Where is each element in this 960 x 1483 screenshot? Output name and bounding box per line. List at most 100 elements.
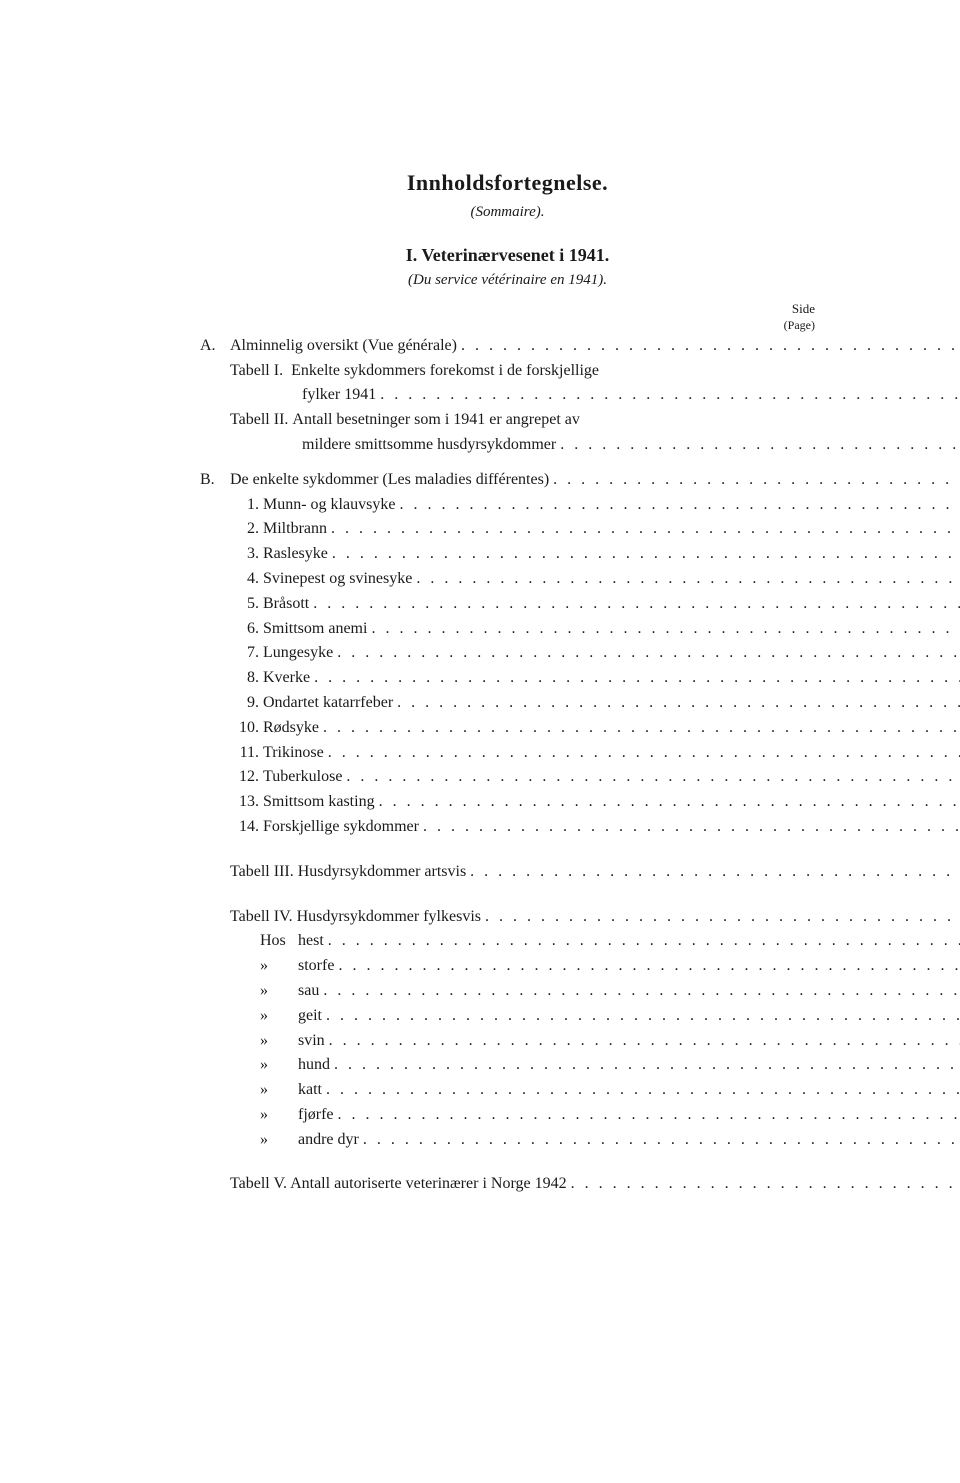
toc-item: 14.Forskjellige sykdommer. . . . . . . .… [230, 815, 960, 840]
toc-subitem: »andre dyr. . . . . . . . . . . . . . . … [230, 1128, 960, 1153]
dots: . . . . . . . . . . . . . . . . . . . . … [376, 383, 960, 408]
toc-item-num: 5. [235, 592, 263, 617]
toc-subitem: Hoshest. . . . . . . . . . . . . . . . .… [230, 929, 960, 954]
toc-item-label: Miltbrann [263, 517, 327, 542]
toc-item: 2.Miltbrann. . . . . . . . . . . . . . .… [230, 517, 960, 542]
toc-item-num: 7. [235, 641, 263, 666]
toc-subitem-label: sau [298, 979, 319, 1004]
toc-item: 3.Raslesyke. . . . . . . . . . . . . . .… [230, 542, 960, 567]
tabell-3: Tabell III. Husdyrsykdommer artsvis [230, 860, 466, 885]
toc-item-num: 10. [235, 716, 263, 741]
toc-item-label: Forskjellige sykdommer [263, 815, 419, 840]
toc-item-num: 8. [235, 666, 263, 691]
dots: . . . . . . . . . . . . . . . . . . . . … [325, 1029, 960, 1054]
toc-subitem-label: svin [298, 1029, 325, 1054]
dots: . . . . . . . . . . . . . . . . . . . . … [567, 1172, 960, 1197]
toc-item: 13.Smittsom kasting. . . . . . . . . . .… [230, 790, 960, 815]
toc-item: 4.Svinepest og svinesyke. . . . . . . . … [230, 567, 960, 592]
toc-subitem-prefix: » [260, 979, 298, 1004]
toc-item-label: Smittsom kasting [263, 790, 375, 815]
toc-item: 10.Rødsyke. . . . . . . . . . . . . . . … [230, 716, 960, 741]
dots: . . . . . . . . . . . . . . . . . . . . … [359, 1128, 960, 1153]
toc-item-label: Kverke [263, 666, 310, 691]
toc-subitem: »katt. . . . . . . . . . . . . . . . . .… [230, 1078, 960, 1103]
toc-subitem: »geit. . . . . . . . . . . . . . . . . .… [230, 1004, 960, 1029]
toc-item: 12.Tuberkulose. . . . . . . . . . . . . … [230, 765, 960, 790]
toc-item-num: 3. [235, 542, 263, 567]
page-label: (Page) [200, 319, 815, 332]
dots: . . . . . . . . . . . . . . . . . . . . … [395, 493, 960, 518]
toc-item-label: Tuberkulose [263, 765, 342, 790]
toc-item-num: 11. [235, 741, 263, 766]
toc-subitem-label: geit [298, 1004, 322, 1029]
dots: . . . . . . . . . . . . . . . . . . . . … [324, 929, 960, 954]
dots: . . . . . . . . . . . . . . . . . . . . … [330, 1053, 960, 1078]
toc-item-num: 14. [235, 815, 263, 840]
toc-item-label: Bråsott [263, 592, 309, 617]
toc-subitem: »storfe. . . . . . . . . . . . . . . . .… [230, 954, 960, 979]
toc-item-label: Rødsyke [263, 716, 319, 741]
toc-item: 6.Smittsom anemi. . . . . . . . . . . . … [230, 617, 960, 642]
tabell-4: Tabell IV. Husdyrsykdommer fylkesvis [230, 905, 481, 930]
toc-item-label: Lungesyke [263, 641, 333, 666]
dots: . . . . . . . . . . . . . . . . . . . . … [419, 815, 960, 840]
toc-item-label: Smittsom anemi [263, 617, 367, 642]
toc-item-label: Ondartet katarrfeber [263, 691, 393, 716]
dots: . . . . . . . . . . . . . . . . . . . . … [327, 517, 960, 542]
section-a-main: Alminnelig oversikt (Vue générale) [230, 334, 457, 359]
section-b-letter: B. [200, 471, 230, 489]
toc-subitem-label: andre dyr [298, 1128, 359, 1153]
toc-subitem: »svin. . . . . . . . . . . . . . . . . .… [230, 1029, 960, 1054]
tabell-1-cont: fylker 1941 [302, 383, 376, 408]
section-b: B. De enkelte sykdommer (Les maladies di… [200, 468, 815, 1198]
dots: . . . . . . . . . . . . . . . . . . . . … [334, 954, 960, 979]
toc-subitem: »sau. . . . . . . . . . . . . . . . . . … [230, 979, 960, 1004]
toc-subitem: »fjørfe. . . . . . . . . . . . . . . . .… [230, 1103, 960, 1128]
dots: . . . . . . . . . . . . . . . . . . . . … [556, 433, 960, 458]
toc-item-num: 4. [235, 567, 263, 592]
tabell-1-label: Tabell I. Enkelte sykdommers forekomst i… [230, 359, 599, 384]
page-subtitle: (Sommaire). [200, 204, 815, 221]
page-title: Innholdsfortegnelse. [200, 170, 815, 196]
toc-item-label: Raslesyke [263, 542, 328, 567]
toc-item: 7.Lungesyke. . . . . . . . . . . . . . .… [230, 641, 960, 666]
toc-item-num: 6. [235, 617, 263, 642]
toc-subitem-prefix: » [260, 1004, 298, 1029]
toc-subitem-prefix: » [260, 1128, 298, 1153]
toc-subitem-label: katt [298, 1078, 322, 1103]
toc-item-num: 13. [235, 790, 263, 815]
toc-subitem-label: fjørfe [298, 1103, 334, 1128]
dots: . . . . . . . . . . . . . . . . . . . . … [549, 468, 960, 493]
toc-subitem-label: hund [298, 1053, 330, 1078]
dots: . . . . . . . . . . . . . . . . . . . . … [319, 716, 960, 741]
toc-subitem-prefix: Hos [260, 929, 298, 954]
toc-item: 9.Ondartet katarrfeber. . . . . . . . . … [230, 691, 960, 716]
toc-item-num: 2. [235, 517, 263, 542]
section-b-main: De enkelte sykdommer (Les maladies diffé… [230, 468, 549, 493]
tabell-2-label: Tabell II. Antall besetninger som i 1941… [230, 408, 580, 433]
section-a: A. Alminnelig oversikt (Vue générale) . … [200, 334, 815, 458]
section-roman: I. Veterinærvesenet i 1941. [200, 245, 815, 266]
toc-item: 1.Munn- og klauvsyke. . . . . . . . . . … [230, 493, 960, 518]
toc-item-num: 9. [235, 691, 263, 716]
dots: . . . . . . . . . . . . . . . . . . . . … [367, 617, 960, 642]
toc-item-num: 12. [235, 765, 263, 790]
toc-subitem-label: hest [298, 929, 324, 954]
tabell-2-cont: mildere smittsomme husdyrsykdommer [302, 433, 556, 458]
dots: . . . . . . . . . . . . . . . . . . . . … [457, 334, 960, 359]
dots: . . . . . . . . . . . . . . . . . . . . … [412, 567, 960, 592]
toc-subitem-prefix: » [260, 954, 298, 979]
dots: . . . . . . . . . . . . . . . . . . . . … [309, 592, 960, 617]
toc-item: 5.Bråsott. . . . . . . . . . . . . . . .… [230, 592, 960, 617]
toc-subitem-label: storfe [298, 954, 334, 979]
section-a-letter: A. [200, 337, 230, 355]
toc-item: 11.Trikinose. . . . . . . . . . . . . . … [230, 741, 960, 766]
dots: . . . . . . . . . . . . . . . . . . . . … [393, 691, 960, 716]
toc-subitem-prefix: » [260, 1078, 298, 1103]
dots: . . . . . . . . . . . . . . . . . . . . … [319, 979, 960, 1004]
toc-subitem-prefix: » [260, 1103, 298, 1128]
dots: . . . . . . . . . . . . . . . . . . . . … [481, 905, 960, 930]
dots: . . . . . . . . . . . . . . . . . . . . … [328, 542, 960, 567]
dots: . . . . . . . . . . . . . . . . . . . . … [466, 860, 960, 885]
tabell-5: Tabell V. Antall autoriserte veterinærer… [230, 1172, 567, 1197]
